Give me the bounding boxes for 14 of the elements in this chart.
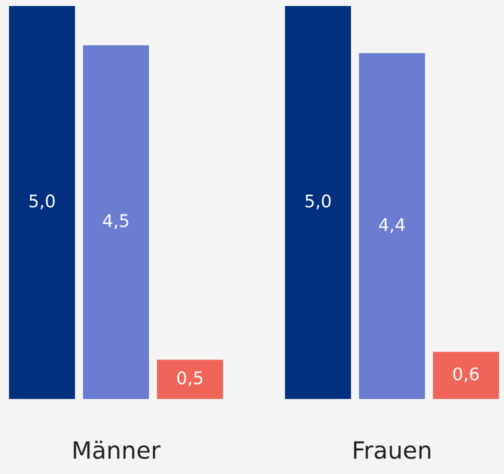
data-label: 0,6: [453, 367, 479, 382]
x-tick-label: Frauen: [354, 441, 430, 459]
data-label: 5,0: [30, 194, 55, 210]
data-label: 4,4: [379, 218, 405, 233]
data-label: 0,5: [177, 371, 202, 386]
bar: [83, 45, 149, 399]
data-label: 5,0: [306, 194, 331, 210]
bar: [285, 6, 351, 399]
bar: [433, 352, 499, 399]
bar: [157, 360, 223, 399]
bar: [359, 53, 425, 399]
data-label: 4,5: [103, 214, 128, 229]
bar: [9, 6, 75, 399]
x-tick-label: Männer: [74, 440, 160, 459]
